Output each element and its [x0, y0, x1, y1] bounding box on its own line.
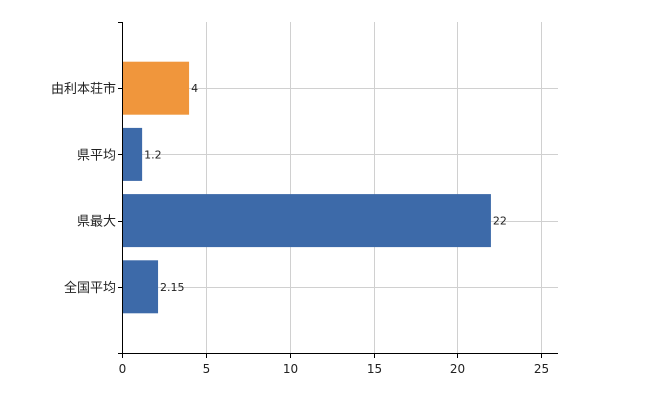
bar-1	[122, 127, 143, 181]
data-label-2: 22	[493, 215, 507, 228]
data-label-3: 2.15	[160, 281, 185, 294]
labels: 4 由利本荘市 1.2 県平均 22 県最大 2.15 全国平均 0 5 10 15 20 25	[51, 81, 549, 376]
category-label-2: 県最大	[77, 215, 116, 230]
x-tick-label-3: 15	[367, 362, 382, 376]
bar-0	[122, 61, 190, 115]
axes	[118, 22, 558, 358]
bars	[122, 61, 491, 314]
x-tick-label-2: 10	[283, 362, 298, 376]
bar-2	[122, 194, 491, 248]
data-label-1: 1.2	[144, 148, 162, 161]
category-label-1: 県平均	[77, 148, 116, 163]
x-tick-label-4: 20	[450, 362, 465, 376]
category-label-3: 全国平均	[64, 280, 116, 296]
data-label-0: 4	[191, 82, 198, 95]
x-tick-label-1: 5	[203, 362, 211, 376]
x-tick-label-0: 0	[119, 362, 127, 376]
bar-3	[122, 260, 159, 314]
x-tick-label-5: 25	[534, 362, 549, 376]
grid-lines	[122, 22, 558, 353]
category-label-0: 由利本荘市	[51, 81, 116, 97]
